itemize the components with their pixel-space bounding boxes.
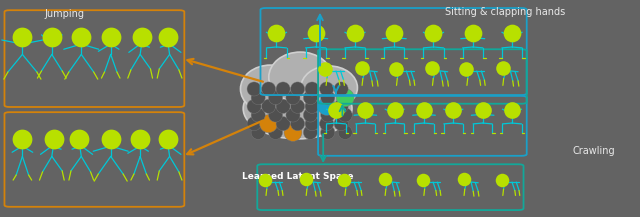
Ellipse shape [269, 108, 283, 122]
Ellipse shape [334, 82, 348, 96]
Ellipse shape [276, 117, 290, 131]
Ellipse shape [247, 99, 261, 113]
Ellipse shape [334, 99, 348, 113]
Ellipse shape [321, 91, 335, 105]
Text: Crawling: Crawling [573, 146, 616, 156]
Text: Learned Latent Space: Learned Latent Space [242, 172, 353, 181]
Ellipse shape [317, 97, 335, 115]
Ellipse shape [251, 125, 265, 139]
Ellipse shape [269, 91, 283, 105]
Text: Jumping: Jumping [45, 9, 85, 19]
Ellipse shape [336, 89, 354, 107]
Ellipse shape [303, 108, 317, 122]
Ellipse shape [286, 108, 300, 122]
Ellipse shape [305, 99, 319, 113]
Ellipse shape [247, 82, 261, 96]
Ellipse shape [303, 91, 317, 105]
Ellipse shape [241, 65, 300, 113]
Ellipse shape [243, 78, 352, 139]
Ellipse shape [305, 117, 319, 131]
Ellipse shape [247, 117, 261, 131]
Ellipse shape [262, 82, 276, 96]
Ellipse shape [284, 123, 302, 141]
Ellipse shape [251, 108, 265, 122]
Ellipse shape [321, 108, 335, 122]
Ellipse shape [276, 82, 290, 96]
Ellipse shape [334, 117, 348, 131]
Ellipse shape [251, 91, 265, 105]
Ellipse shape [291, 82, 305, 96]
Ellipse shape [319, 117, 333, 131]
Ellipse shape [291, 99, 305, 113]
Ellipse shape [260, 115, 278, 133]
Ellipse shape [338, 125, 352, 139]
Ellipse shape [269, 125, 283, 139]
Ellipse shape [319, 82, 333, 96]
Ellipse shape [303, 125, 317, 139]
Ellipse shape [269, 52, 332, 102]
Ellipse shape [301, 66, 357, 109]
Ellipse shape [262, 99, 276, 113]
Ellipse shape [291, 117, 305, 131]
Ellipse shape [286, 91, 300, 105]
Ellipse shape [321, 125, 335, 139]
Ellipse shape [305, 82, 319, 96]
Text: Sitting & clapping hands: Sitting & clapping hands [445, 7, 565, 17]
Ellipse shape [276, 99, 290, 113]
Ellipse shape [338, 108, 352, 122]
